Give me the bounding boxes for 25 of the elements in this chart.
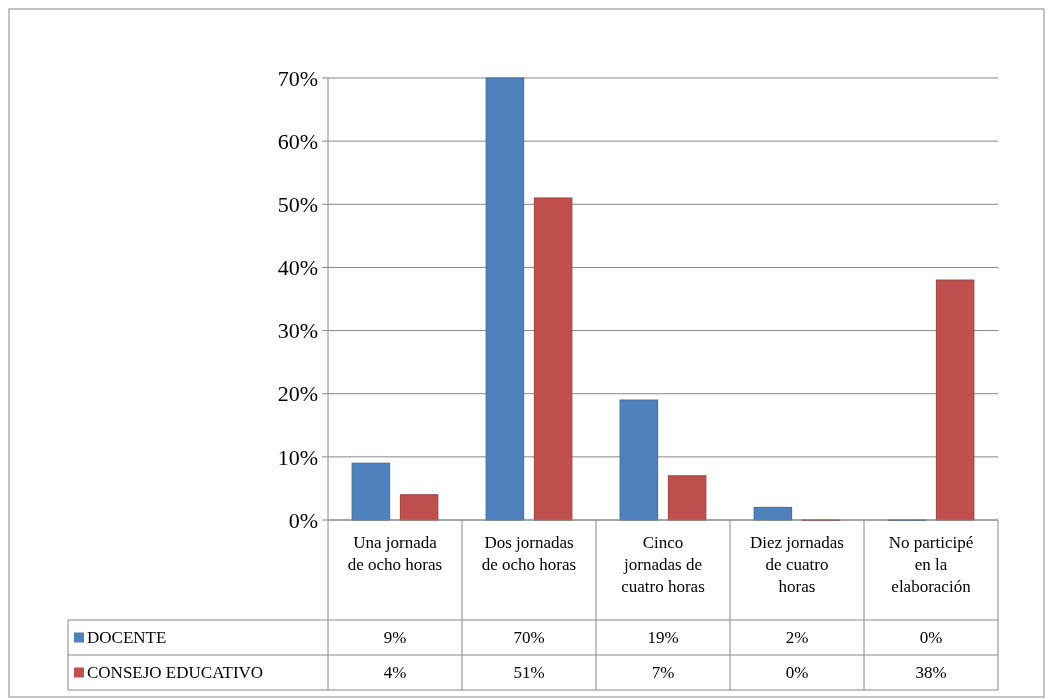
data-label: 9%	[383, 628, 407, 648]
data-label: 0%	[785, 663, 809, 683]
y-tick-label: 20%	[277, 381, 318, 407]
data-label: 51%	[513, 663, 545, 683]
data-label: 38%	[915, 663, 947, 683]
x-tick-label: Una jornada de ocho horas	[347, 533, 443, 574]
y-tick-label: 0%	[288, 507, 318, 533]
data-label: 7%	[651, 663, 675, 683]
data-label: 70%	[513, 628, 545, 648]
y-tick-label: 70%	[277, 65, 318, 91]
y-tick-label: 60%	[277, 128, 318, 154]
y-tick-label: 40%	[277, 255, 318, 281]
data-label: 0%	[919, 628, 943, 648]
x-tick-label: No participé en la elaboración	[888, 533, 974, 596]
data-label: 19%	[647, 628, 679, 648]
x-tick-label: Cinco jornadas de cuatro horas	[621, 533, 705, 596]
data-label: 4%	[383, 663, 407, 683]
y-tick-label: 50%	[277, 191, 318, 217]
legend-label: DOCENTE	[87, 628, 167, 648]
y-tick-label: 30%	[277, 318, 318, 344]
y-tick-label: 10%	[277, 444, 318, 470]
x-tick-label: Diez jornadas de cuatro horas	[750, 533, 844, 596]
x-tick-label: Dos jornadas de ocho horas	[481, 533, 577, 574]
legend-label: CONSEJO EDUCATIVO	[87, 663, 264, 683]
data-label: 2%	[785, 628, 809, 648]
